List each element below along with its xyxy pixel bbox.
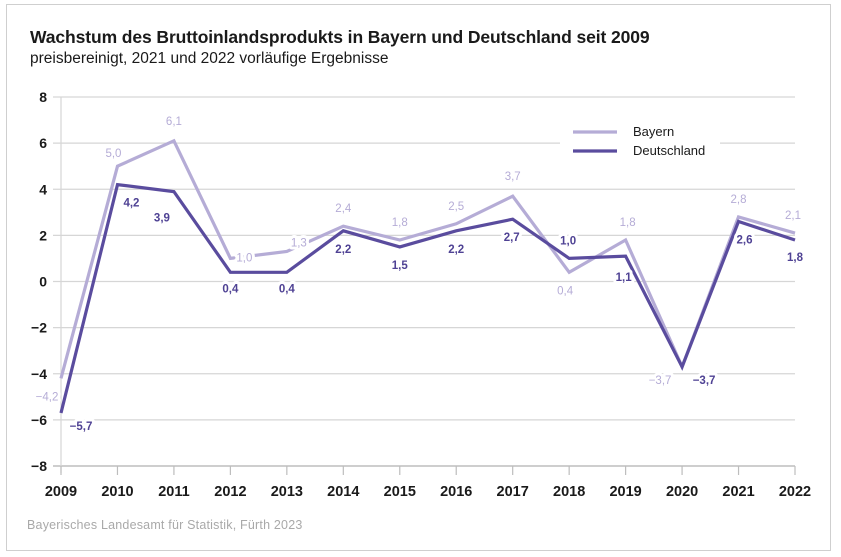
data-label-deutschland: 2,2 — [448, 244, 464, 256]
y-tick-label: 6 — [39, 135, 47, 151]
data-label-deutschland: 2,2 — [335, 244, 351, 256]
data-label-bayern: 1,8 — [392, 217, 408, 229]
data-label-deutschland: 4,2 — [123, 198, 139, 210]
data-label-deutschland: 3,9 — [154, 213, 170, 225]
y-tick-label: −6 — [31, 412, 47, 428]
legend: Bayern Deutschland — [560, 120, 720, 162]
data-label-bayern: 2,8 — [731, 194, 747, 206]
y-axis: 8 6 4 2 0 −2 −4 −6 −8 — [31, 89, 47, 474]
data-label-bayern: −3,7 — [649, 375, 672, 387]
chart-subtitle: preisbereinigt, 2021 und 2022 vorläufige… — [30, 50, 389, 67]
y-tick-label: −8 — [31, 458, 47, 474]
data-label-deutschland: 1,0 — [560, 235, 576, 247]
data-label-deutschland: 1,5 — [392, 260, 409, 272]
series-lines — [59, 138, 796, 414]
data-label-deutschland: 0,4 — [279, 283, 296, 295]
y-tick-label: 8 — [39, 89, 47, 105]
legend-background — [560, 120, 720, 162]
y-tick-label: −2 — [31, 320, 47, 336]
data-label-bayern: 2,5 — [448, 201, 464, 213]
data-label-deutschland: 2,7 — [504, 232, 520, 244]
x-tick-label: 2022 — [779, 484, 811, 500]
chart-title: Wachstum des Bruttoinlandsprodukts in Ba… — [30, 27, 650, 47]
data-label-bayern: 1,0 — [236, 252, 252, 264]
data-label-bayern: 2,4 — [335, 203, 352, 215]
x-axis-labels: 2009 2010 2011 2012 2013 2014 2015 2016 2017 2018… — [45, 484, 811, 500]
x-tick-label: 2009 — [45, 484, 77, 500]
y-tick-label: −4 — [31, 366, 47, 382]
x-tick-label: 2015 — [384, 484, 416, 500]
data-label-bayern: 6,1 — [166, 116, 182, 128]
y-tick-label: 4 — [39, 181, 47, 197]
data-labels: −4,2 5,0 6,1 1,0 1,3 2,4 1,8 2,5 3,7 0,4 1,8 −3,7 2,… — [33, 113, 807, 436]
x-tick-label: 2016 — [440, 484, 472, 500]
data-label-deutschland: −3,7 — [693, 375, 716, 387]
data-label-bayern: 1,8 — [620, 217, 636, 229]
legend-label-bayern: Bayern — [633, 124, 674, 139]
y-tick-label: 0 — [39, 274, 47, 290]
legend-label-deutschland: Deutschland — [633, 143, 705, 158]
x-tick-label: 2010 — [101, 484, 133, 500]
x-tick-label: 2020 — [666, 484, 698, 500]
chart-source: Bayerisches Landesamt für Statistik, Für… — [27, 518, 303, 532]
data-label-bayern: 2,1 — [785, 210, 801, 222]
data-label-deutschland: 0,4 — [222, 283, 239, 295]
data-label-deutschland: 1,1 — [616, 272, 633, 284]
x-tick-label: 2011 — [158, 484, 189, 500]
y-tick-label: 2 — [39, 227, 47, 243]
data-label-bayern: −4,2 — [36, 391, 59, 403]
data-label-deutschland: 2,6 — [737, 235, 753, 247]
data-label-bayern: 5,0 — [105, 148, 121, 160]
x-tick-label: 2018 — [553, 484, 585, 500]
x-tick-label: 2013 — [271, 484, 303, 500]
chart-frame — [6, 4, 831, 551]
x-tick-label: 2019 — [609, 484, 641, 500]
x-tick-label: 2012 — [214, 484, 246, 500]
data-label-bayern: 3,7 — [505, 171, 521, 183]
series-line-deutschland — [59, 182, 796, 414]
data-label-deutschland: −5,7 — [70, 421, 93, 433]
data-label-bayern: 1,3 — [291, 238, 307, 250]
data-label-bayern: 0,4 — [557, 285, 574, 297]
x-tick-label: 2014 — [327, 484, 359, 500]
data-label-deutschland: 1,8 — [787, 252, 804, 264]
series-line-bayern — [59, 138, 796, 379]
x-tick-label: 2021 — [722, 484, 754, 500]
x-tick-label: 2017 — [497, 484, 529, 500]
